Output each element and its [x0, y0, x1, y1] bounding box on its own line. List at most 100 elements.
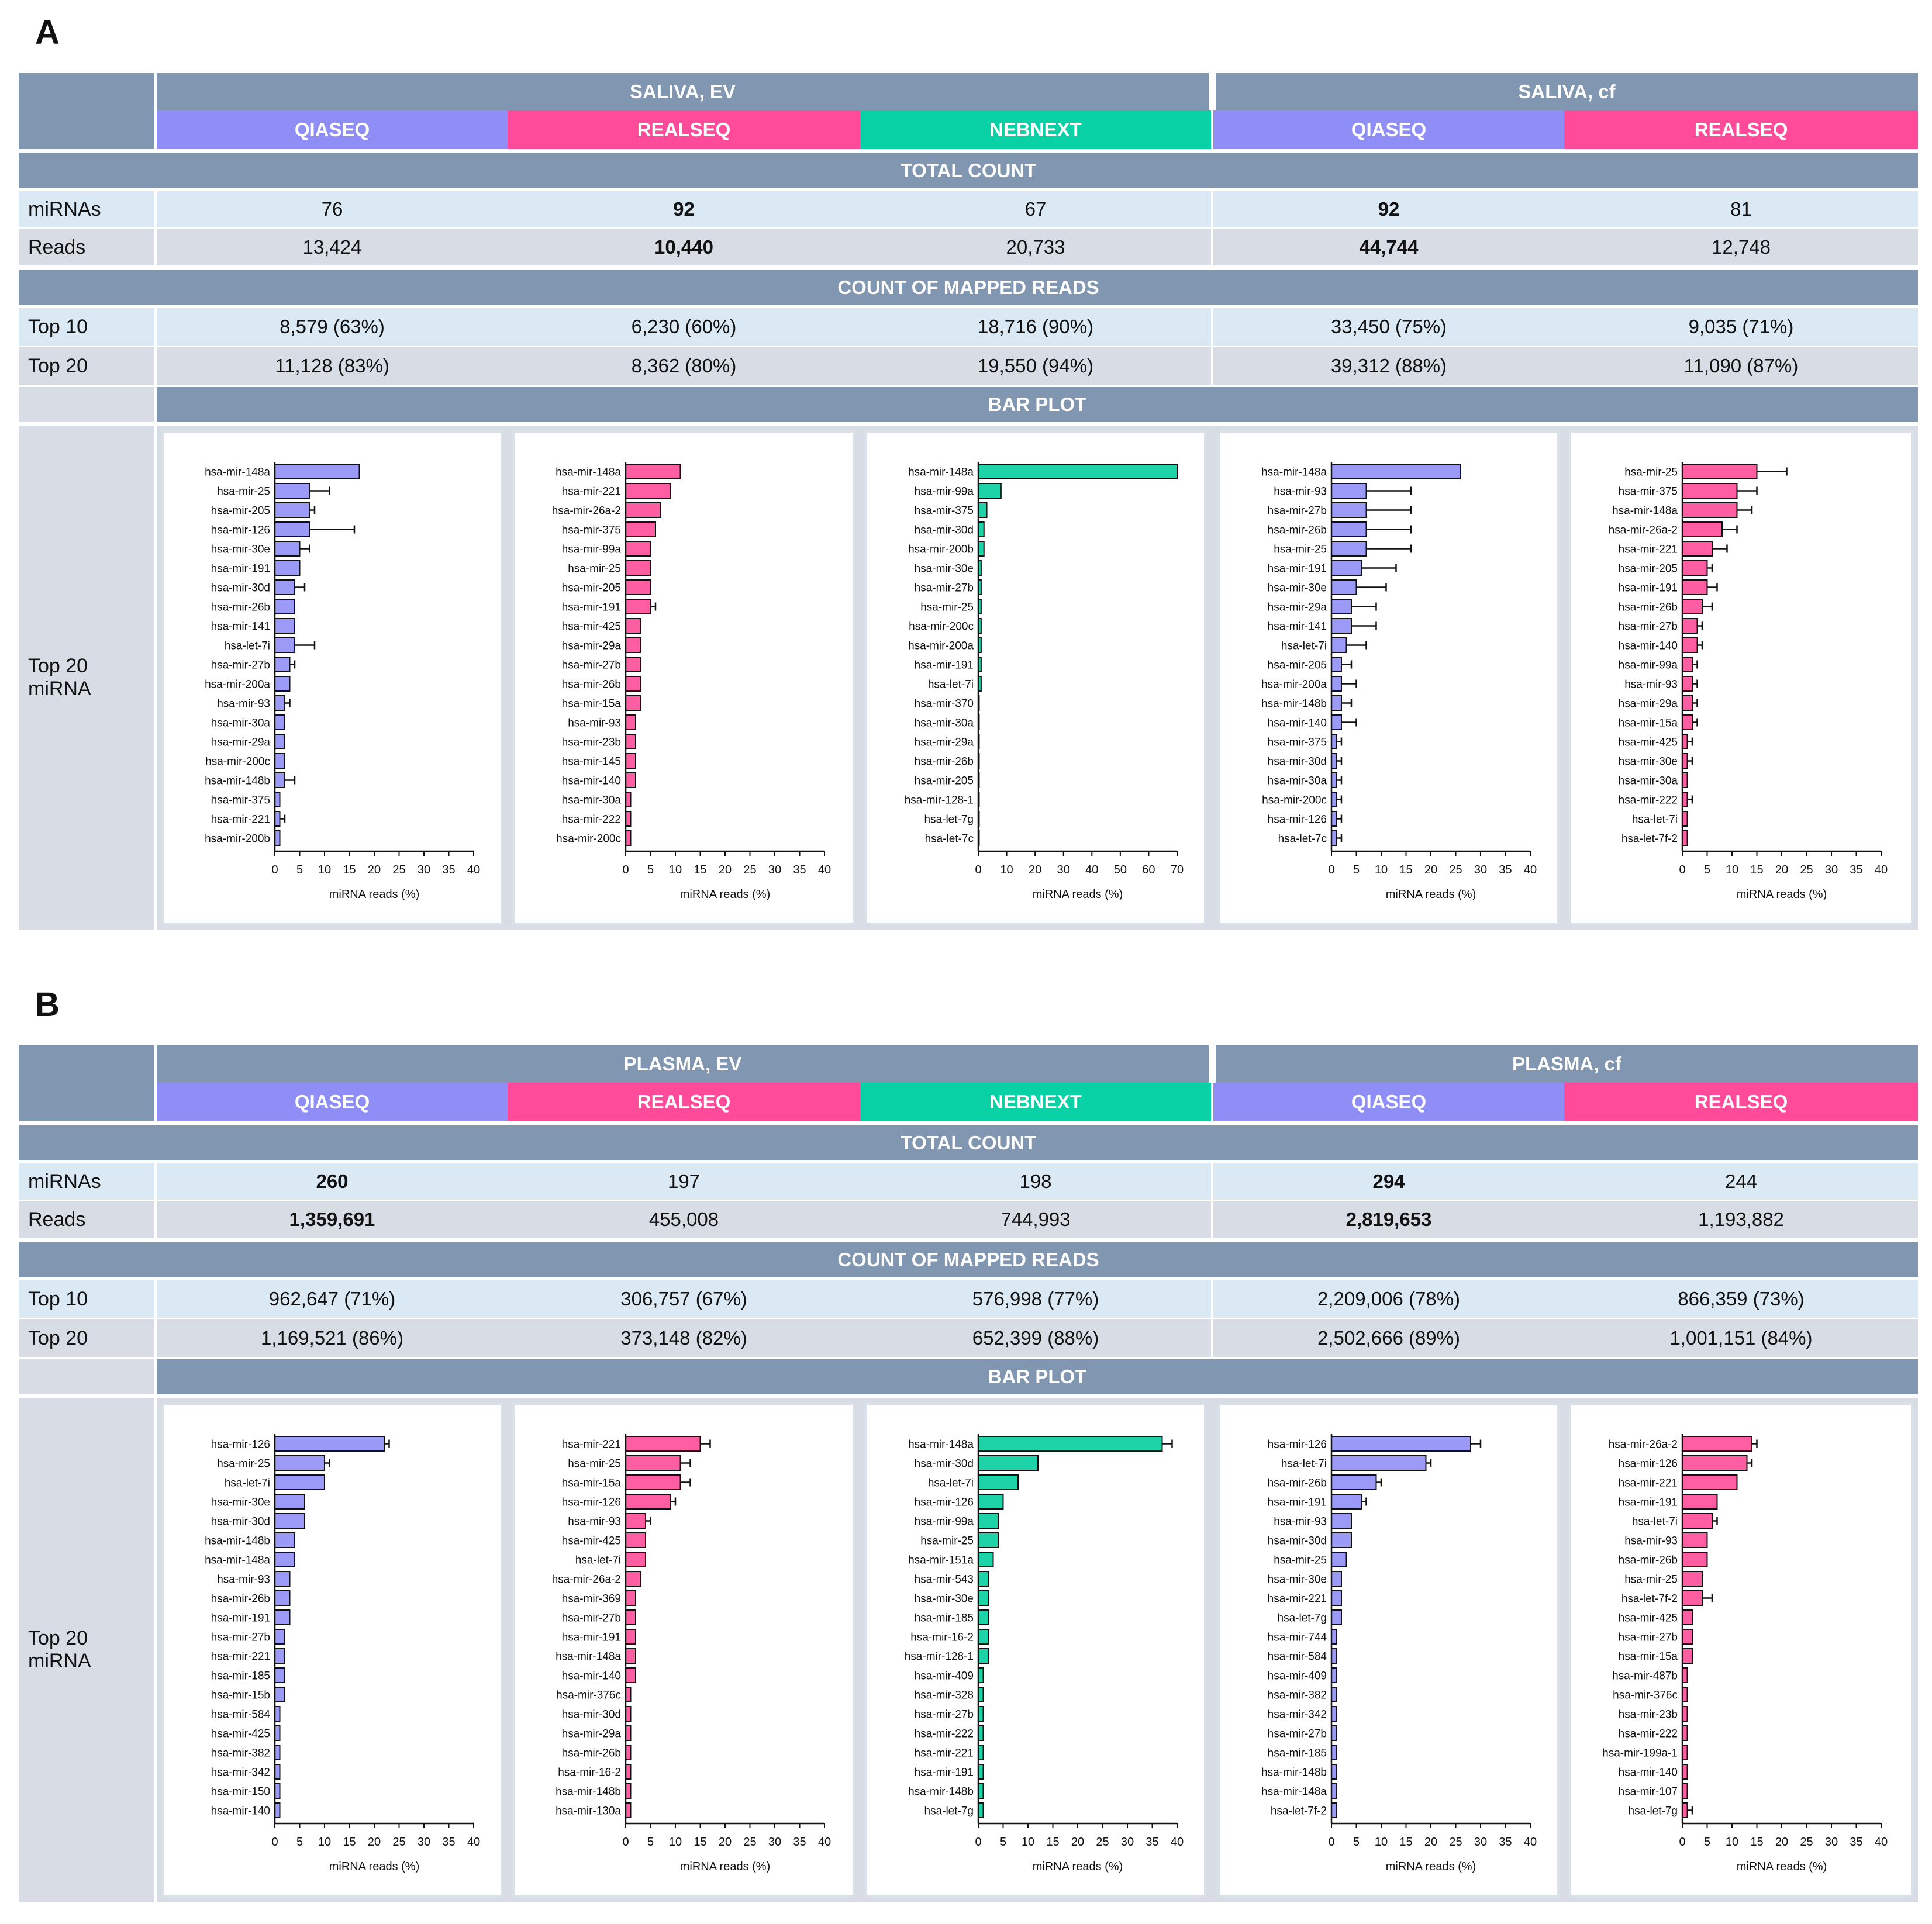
category-tick-label: hsa-mir-543: [915, 1574, 974, 1586]
top10-value: 962,647 (71%): [157, 1280, 508, 1318]
bar: [1682, 1474, 1738, 1490]
category-tick-label: hsa-mir-376c: [556, 1690, 621, 1702]
bar: [1331, 734, 1337, 749]
category-tick-label: hsa-mir-191: [1619, 1497, 1678, 1509]
x-tick-label: 30: [1474, 863, 1487, 876]
bar: [625, 1532, 646, 1548]
category-tick-label: hsa-mir-140: [562, 1670, 621, 1683]
category-tick-label: hsa-mir-30d: [1268, 756, 1327, 768]
x-tick-label: 35: [1499, 1836, 1512, 1849]
bar: [1682, 772, 1688, 788]
bar: [274, 1590, 291, 1606]
bar: [625, 1455, 681, 1471]
category-tick-label: hsa-mir-191: [211, 1612, 270, 1625]
category-tick-label: hsa-mir-29a: [1268, 602, 1327, 614]
category-tick-label: hsa-mir-26b: [562, 679, 621, 691]
bar-chart-box: hsa-mir-148a hsa-mir-25 hsa-mir-205 hsa-mir…: [161, 430, 503, 925]
bar: [1331, 502, 1367, 518]
category-tick-label: hsa-let-7i: [225, 640, 270, 652]
category-tick-label: hsa-let-7g: [1278, 1612, 1327, 1625]
bar: [978, 521, 985, 537]
x-tick-label: 15: [694, 1836, 706, 1849]
x-tick-label: 40: [467, 863, 480, 876]
category-tick-label: hsa-mir-328: [915, 1690, 974, 1702]
x-tick-label: 5: [1704, 863, 1710, 876]
category-tick-label: hsa-mir-148b: [908, 1786, 974, 1798]
bar: [978, 1648, 989, 1664]
bar: [274, 464, 360, 479]
category-tick-label: hsa-let-7i: [928, 679, 974, 691]
x-axis-label: miRNA reads (%): [1033, 888, 1123, 901]
bar-chart-box: hsa-mir-148a hsa-mir-99a hsa-mir-375 hsa-mi…: [865, 430, 1206, 925]
bar-chart-svg: hsa-mir-126 hsa-mir-25 hsa-let-7i hsa-mir-3…: [205, 1434, 480, 1873]
x-tick-label: 20: [368, 1836, 381, 1849]
x-tick-label: 35: [1146, 1836, 1158, 1849]
reads-value: 455,008: [508, 1201, 860, 1238]
bar: [1331, 618, 1352, 634]
bar: [625, 464, 681, 479]
mirnas-label: miRNAs: [19, 1163, 154, 1200]
bar: [274, 1745, 281, 1760]
x-tick-label: 35: [1850, 1836, 1862, 1849]
category-tick-label: hsa-mir-15a: [562, 1477, 622, 1490]
category-tick-label: hsa-mir-30e: [915, 563, 974, 575]
category-tick-label: hsa-mir-30a: [1619, 775, 1678, 787]
x-tick-label: 0: [975, 863, 981, 876]
category-tick-label: hsa-mir-140: [1619, 1767, 1678, 1779]
bar: [1682, 618, 1698, 634]
bar-chart-svg: hsa-mir-148a hsa-mir-221 hsa-mir-26a-2 hsa-…: [552, 462, 831, 901]
category-tick-label: hsa-mir-99a: [915, 486, 974, 498]
group-header-cf: SALIVA, cf: [1216, 73, 1918, 110]
category-tick-label: hsa-mir-30d: [211, 1516, 270, 1528]
reads-value: 1,193,882: [1564, 1201, 1918, 1238]
bar: [274, 1706, 281, 1722]
bar: [625, 1609, 636, 1625]
kit-header: QIASEQ: [1213, 1083, 1564, 1121]
barplot-label-blank: [19, 1359, 154, 1394]
bar: [1331, 1609, 1342, 1625]
bar: [1682, 1802, 1688, 1818]
bar: [978, 1494, 1004, 1510]
category-tick-label: hsa-mir-221: [211, 1651, 270, 1663]
x-tick-label: 5: [647, 863, 654, 876]
total-count-row: TOTAL COUNT: [19, 153, 1918, 188]
top20-mirna-label: Top 20 miRNA: [19, 426, 154, 930]
category-tick-label: hsa-let-7i: [1281, 1458, 1327, 1470]
bar: [625, 1648, 636, 1664]
category-tick-label: hsa-mir-205: [562, 582, 621, 595]
bar: [978, 1474, 1019, 1490]
x-tick-label: 35: [442, 863, 455, 876]
bar: [1331, 1629, 1337, 1645]
bar: [978, 483, 1002, 499]
x-axis-label: miRNA reads (%): [1033, 1860, 1123, 1873]
category-tick-label: hsa-mir-93: [1274, 486, 1327, 498]
category-tick-label: hsa-mir-425: [562, 621, 621, 633]
reads-value: 20,733: [860, 229, 1211, 265]
bar: [1682, 502, 1738, 518]
category-tick-label: hsa-let-7i: [575, 1555, 621, 1567]
x-tick-label: 25: [392, 863, 405, 876]
bar: [274, 1802, 281, 1818]
category-tick-label: hsa-mir-205: [1268, 659, 1327, 672]
category-tick-label: hsa-mir-222: [562, 814, 621, 826]
bar: [1682, 599, 1703, 614]
bar: [978, 1706, 984, 1722]
bar: [1331, 1552, 1347, 1567]
top20-value: 373,148 (82%): [508, 1319, 860, 1357]
category-tick-label: hsa-mir-222: [1619, 1728, 1678, 1740]
category-tick-label: hsa-mir-205: [915, 775, 974, 787]
bar: [274, 1783, 281, 1799]
x-tick-label: 35: [1850, 863, 1862, 876]
group-header-row: PLASMA, EV PLASMA, cf: [19, 1045, 1918, 1083]
category-tick-label: hsa-mir-221: [1619, 544, 1678, 556]
x-tick-label: 40: [1875, 1836, 1888, 1849]
top20-mirna-line1: Top 20: [28, 655, 88, 677]
x-tick-label: 10: [669, 863, 682, 876]
reads-value: 12,748: [1564, 229, 1918, 265]
mirnas-value: 198: [860, 1163, 1211, 1200]
bar-chart-box: hsa-mir-25 hsa-mir-375 hsa-mir-148a hsa-mir…: [1569, 430, 1913, 925]
bar: [274, 657, 291, 672]
kit-header-row: QIASEQ REALSEQ NEBNEXT QIASEQ REALSEQ: [19, 110, 1918, 149]
category-tick-label: hsa-mir-222: [1619, 795, 1678, 807]
top20-value: 1,169,521 (86%): [157, 1319, 508, 1357]
